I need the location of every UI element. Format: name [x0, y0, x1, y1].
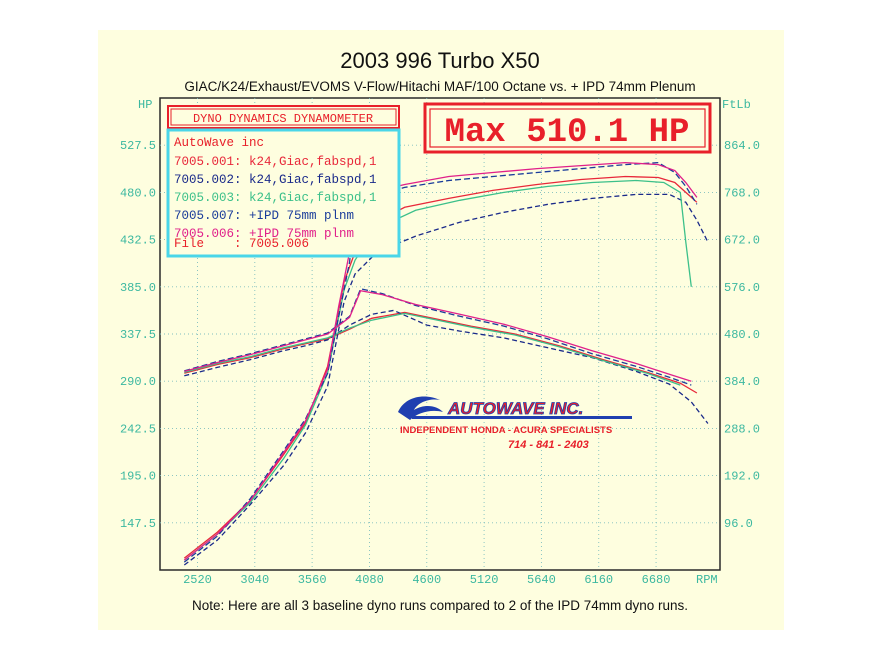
- x-tick-label: 5640: [527, 573, 556, 587]
- left-tick-label: 195.0: [120, 470, 156, 484]
- series-lines: [183, 161, 709, 566]
- series-torque-line: [184, 312, 681, 386]
- right-tick-labels: 96.0 192.0 288.0 384.0 480.0 576.0 672.0 768.0 8…: [724, 139, 760, 531]
- legend-entry: 7005.003: k24,Giac,fabspd,1: [174, 191, 377, 205]
- x-axis-unit-label: RPM: [696, 573, 718, 587]
- right-tick-label: 288.0: [724, 422, 760, 436]
- left-tick-labels: 147.5 195.0 242.5 290.0 337.5 385.0 432.5 480.0…: [120, 139, 156, 531]
- dyno-label-text: DYNO DYNAMICS DYNAMOMETER: [193, 112, 373, 126]
- legend-entry: 7005.007: +IPD 75mm plnm: [174, 209, 354, 223]
- left-tick-label: 385.0: [120, 281, 156, 295]
- left-axis-label: HP: [138, 98, 152, 112]
- max-hp-text: Max 510.1 HP: [445, 114, 690, 152]
- x-tick-label: 6160: [584, 573, 613, 587]
- left-tick-label: 527.5: [120, 139, 156, 153]
- legend-entry: 7005.006: +IPD 75mm plnm: [174, 227, 354, 241]
- max-hp-box: [423, 102, 712, 154]
- footer-note: Note: Here are all 3 baseline dyno runs …: [191, 598, 688, 613]
- right-tick-label: 480.0: [724, 328, 760, 342]
- series-torque-line: [184, 311, 698, 394]
- x-tick-label: 5120: [470, 573, 499, 587]
- left-tick-label: 147.5: [120, 517, 156, 531]
- right-axis-label: FtLb: [722, 98, 751, 112]
- right-tick-label: 192.0: [724, 470, 760, 484]
- x-tick-label: 3560: [298, 573, 327, 587]
- legend-box: [166, 128, 401, 258]
- logo-brand: AUTOWAVE INC.: [447, 399, 583, 418]
- legend-entry: 7005.002: k24,Giac,fabspd,1: [174, 173, 377, 187]
- series-torque-line: [184, 288, 692, 386]
- logo-phone: 714 - 841 - 2403: [508, 439, 589, 451]
- legend-file: File : 7005.006: [174, 237, 309, 251]
- series-hp-line: [183, 175, 698, 559]
- logo-tagline: INDEPENDENT HONDA - ACURA SPECIALISTS: [400, 425, 612, 436]
- legend-entries: 7005.001: k24,Giac,fabspd,1 7005.002: k24…: [174, 155, 377, 241]
- legend-shop-name: AutoWave inc: [174, 136, 264, 150]
- x-tick-label: 6680: [642, 573, 671, 587]
- right-tick-label: 576.0: [724, 281, 760, 295]
- dyno-label-box-inner: [170, 108, 397, 126]
- x-tick-labels: 2520 3040 3560 4080 4600 5120 5640 6160 6680: [183, 573, 670, 587]
- series-hp-line: [183, 193, 709, 566]
- right-tick-label: 384.0: [724, 375, 760, 389]
- left-tick-label: 290.0: [120, 375, 156, 389]
- chart-title: 2003 996 Turbo X50: [340, 48, 540, 73]
- left-tick-label: 480.0: [120, 186, 156, 200]
- x-tick-label: 4080: [355, 573, 384, 587]
- max-hp-box-inner: [429, 108, 706, 148]
- x-tick-label: 3040: [240, 573, 269, 587]
- series-torque-line: [184, 309, 709, 424]
- series-torque-line: [184, 289, 692, 382]
- right-tick-label: 768.0: [724, 186, 760, 200]
- series-hp-line: [183, 179, 692, 561]
- autowave-logo: AUTOWAVE INC. INDEPENDENT HONDA - ACURA …: [398, 396, 632, 451]
- left-tick-label: 242.5: [120, 422, 156, 436]
- legend-entry: 7005.001: k24,Giac,fabspd,1: [174, 155, 377, 169]
- dyno-label-box: [167, 105, 400, 129]
- logo-underline: [412, 416, 632, 419]
- x-tick-label: 4600: [412, 573, 441, 587]
- chart-subtitle: GIAC/K24/Exhaust/EVOMS V-Flow/Hitachi MA…: [184, 79, 696, 94]
- left-tick-label: 337.5: [120, 328, 156, 342]
- wave-swoosh-icon: [398, 396, 443, 420]
- right-tick-label: 672.0: [724, 234, 760, 248]
- right-tick-label: 864.0: [724, 139, 760, 153]
- x-tick-label: 2520: [183, 573, 212, 587]
- left-tick-label: 432.5: [120, 234, 156, 248]
- right-tick-label: 96.0: [724, 517, 753, 531]
